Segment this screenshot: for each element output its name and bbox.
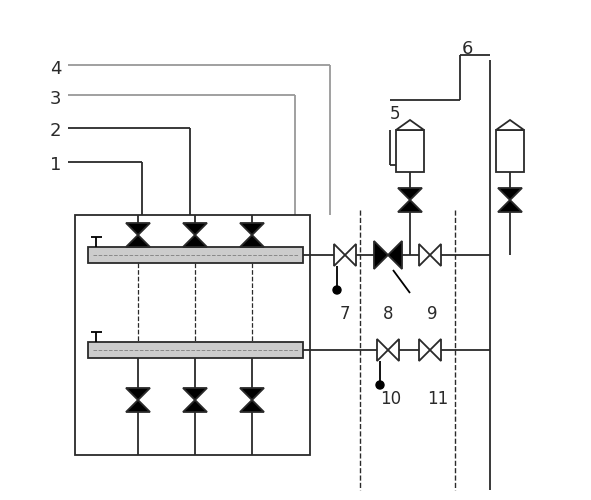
- Polygon shape: [388, 241, 402, 269]
- Polygon shape: [240, 388, 264, 400]
- Polygon shape: [388, 339, 399, 361]
- Polygon shape: [126, 235, 150, 247]
- Polygon shape: [377, 339, 388, 361]
- Polygon shape: [419, 244, 430, 266]
- Polygon shape: [430, 339, 441, 361]
- Text: 2: 2: [50, 122, 61, 140]
- Polygon shape: [240, 223, 264, 235]
- Text: 6: 6: [462, 40, 473, 58]
- Polygon shape: [183, 223, 207, 235]
- Polygon shape: [498, 188, 522, 200]
- Polygon shape: [240, 235, 264, 247]
- Polygon shape: [374, 241, 388, 269]
- Polygon shape: [430, 244, 441, 266]
- Polygon shape: [419, 339, 430, 361]
- Text: 5: 5: [390, 105, 401, 123]
- Bar: [88, 342, 303, 358]
- Bar: [396, 130, 424, 172]
- Bar: [88, 247, 303, 263]
- Polygon shape: [240, 400, 264, 412]
- Polygon shape: [496, 120, 524, 130]
- Text: 7: 7: [340, 305, 350, 323]
- Polygon shape: [334, 244, 345, 266]
- Polygon shape: [126, 388, 150, 400]
- Text: 4: 4: [50, 60, 61, 78]
- Polygon shape: [183, 388, 207, 400]
- Text: 3: 3: [50, 90, 61, 108]
- Text: 1: 1: [50, 156, 61, 174]
- Polygon shape: [126, 223, 150, 235]
- Bar: [75, 215, 310, 455]
- Polygon shape: [345, 244, 356, 266]
- Text: 8: 8: [383, 305, 394, 323]
- Polygon shape: [398, 200, 422, 212]
- Bar: [496, 130, 524, 172]
- Text: 10: 10: [380, 390, 401, 408]
- Polygon shape: [396, 120, 424, 130]
- Polygon shape: [126, 400, 150, 412]
- Circle shape: [376, 381, 384, 389]
- Text: 11: 11: [427, 390, 448, 408]
- Polygon shape: [398, 188, 422, 200]
- Polygon shape: [498, 200, 522, 212]
- Polygon shape: [183, 400, 207, 412]
- Polygon shape: [183, 235, 207, 247]
- Circle shape: [333, 286, 341, 294]
- Text: 9: 9: [427, 305, 437, 323]
